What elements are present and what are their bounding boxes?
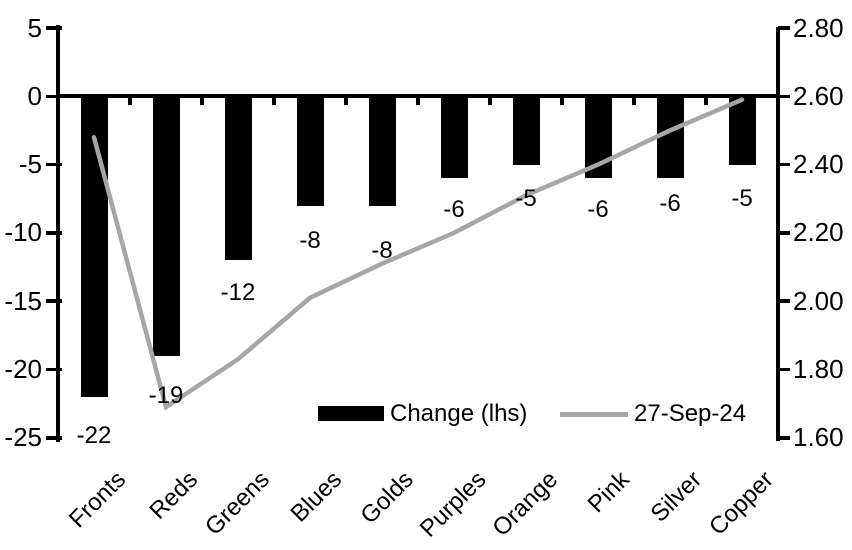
right-axis-tick bbox=[778, 299, 790, 303]
left-axis-tick bbox=[46, 94, 62, 99]
bar-reds bbox=[152, 95, 180, 356]
right-axis-tick-label: 1.80 bbox=[793, 354, 844, 384]
bar-data-label: -22 bbox=[76, 421, 112, 449]
left-axis-tick-label: -5 bbox=[18, 149, 42, 180]
line-27-sep-24 bbox=[91, 97, 745, 411]
category-boundary-tick bbox=[776, 98, 780, 106]
bar-golds bbox=[368, 95, 396, 206]
left-axis-tick bbox=[46, 26, 62, 30]
legend-line-swatch bbox=[560, 412, 628, 417]
bar-data-label: -6 bbox=[659, 190, 681, 218]
left-axis-tick bbox=[46, 231, 62, 235]
left-axis-tick bbox=[46, 162, 62, 167]
right-axis-tick bbox=[778, 26, 790, 30]
legend-bar-label: Change (lhs) bbox=[390, 400, 528, 427]
left-axis-tick bbox=[46, 367, 62, 372]
right-axis-tick bbox=[778, 231, 790, 235]
category-boundary-tick bbox=[488, 98, 492, 106]
bar-copper bbox=[728, 95, 756, 165]
bar-orange bbox=[512, 95, 540, 165]
bar-data-label: -19 bbox=[148, 381, 184, 409]
left-axis-tick bbox=[46, 436, 62, 440]
bar-data-label: -6 bbox=[443, 196, 465, 224]
category-boundary-tick bbox=[272, 98, 276, 106]
legend-bar-swatch bbox=[318, 406, 384, 421]
category-boundary-tick bbox=[704, 98, 708, 106]
right-axis-tick-label: 2.20 bbox=[793, 217, 844, 248]
legend-line-label: 27-Sep-24 bbox=[634, 400, 747, 427]
category-boundary-tick bbox=[416, 98, 420, 106]
category-boundary-tick bbox=[560, 98, 564, 106]
category-boundary-tick bbox=[632, 98, 636, 106]
bar-data-label: -8 bbox=[371, 236, 393, 264]
right-axis-tick-label: 2.40 bbox=[793, 149, 844, 180]
category-boundary-tick bbox=[344, 98, 348, 106]
left-axis-tick bbox=[46, 299, 62, 303]
left-axis-tick-label: -10 bbox=[4, 217, 42, 248]
category-boundary-tick bbox=[56, 98, 60, 106]
left-axis-tick-label: -15 bbox=[4, 285, 42, 316]
category-boundary-tick bbox=[128, 98, 132, 106]
right-axis-tick-label: 2.60 bbox=[793, 80, 844, 111]
bar-data-label: -12 bbox=[220, 279, 256, 307]
right-axis-tick bbox=[778, 436, 790, 440]
category-axis-line bbox=[56, 94, 780, 99]
bar-blues bbox=[296, 95, 324, 206]
left-axis-tick-label: 5 bbox=[27, 12, 42, 43]
bar-purples bbox=[440, 95, 468, 179]
left-axis-tick-label: -20 bbox=[4, 354, 42, 384]
left-axis-tick-label: -25 bbox=[4, 422, 42, 453]
right-axis-tick-label: 2.00 bbox=[793, 285, 844, 316]
bar-data-label: -6 bbox=[587, 196, 609, 224]
bar-data-label: -5 bbox=[731, 184, 753, 212]
bar-greens bbox=[224, 95, 252, 261]
right-axis-tick bbox=[778, 162, 790, 167]
bar-data-label: -5 bbox=[515, 184, 537, 212]
right-axis-tick bbox=[778, 367, 790, 372]
right-axis-tick-label: 1.60 bbox=[793, 422, 844, 453]
left-axis-tick-label: 0 bbox=[27, 80, 42, 111]
category-boundary-tick bbox=[200, 98, 204, 106]
bar-data-label: -8 bbox=[299, 226, 321, 254]
right-axis-tick bbox=[778, 94, 790, 99]
right-axis-tick-label: 2.80 bbox=[793, 12, 844, 43]
